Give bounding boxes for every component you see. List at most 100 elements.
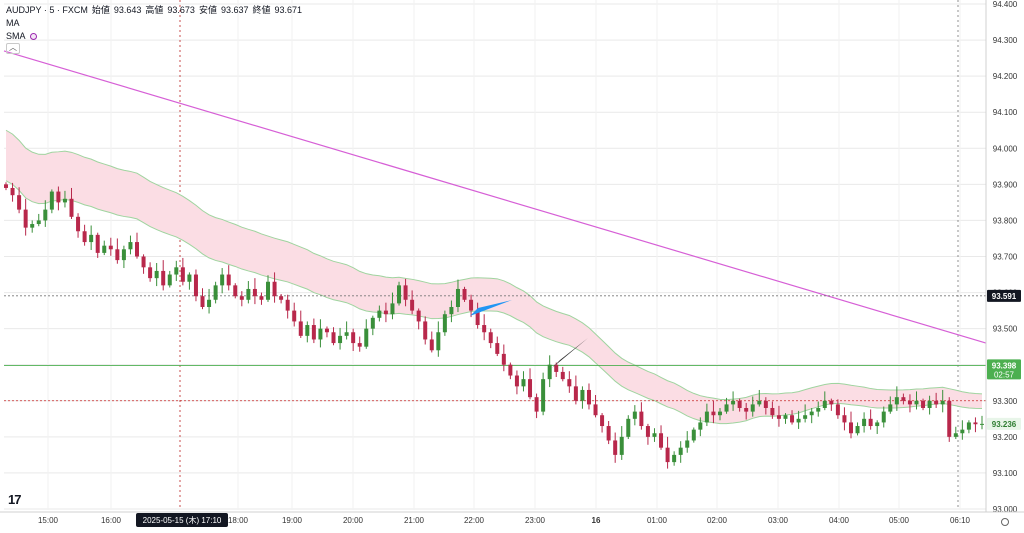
candle-body bbox=[23, 209, 28, 228]
indicator-ma-label[interactable]: MA bbox=[6, 18, 20, 28]
candle-body bbox=[691, 429, 696, 441]
indicator-sma-row[interactable]: SMA bbox=[6, 30, 302, 43]
candle-body bbox=[652, 433, 657, 437]
time-tick-label: 05:00 bbox=[889, 516, 910, 525]
candle-body bbox=[888, 404, 893, 412]
candle-body bbox=[193, 274, 198, 297]
candle-body bbox=[154, 270, 159, 279]
price-tick-label: 93.500 bbox=[993, 325, 1018, 334]
candle-body bbox=[626, 418, 631, 437]
close-value: 93.671 bbox=[274, 5, 303, 15]
price-badge-label: 93.591 bbox=[992, 292, 1017, 301]
candle-body bbox=[187, 274, 192, 282]
candle-body bbox=[49, 191, 54, 210]
candle-body bbox=[344, 332, 349, 336]
symbol-line[interactable]: AUDJPY · 5 · FXCM bbox=[6, 5, 88, 15]
candle-body bbox=[357, 343, 362, 347]
price-tick-label: 93.700 bbox=[993, 253, 1018, 262]
candle-body bbox=[508, 364, 513, 376]
chart-legend: AUDJPY · 5 · FXCM 始値 93.643 高値 93.673 安値 93… bbox=[6, 4, 302, 54]
tradingview-logo-icon[interactable]: 17 bbox=[8, 492, 22, 507]
candle-body bbox=[796, 418, 801, 423]
candle-body bbox=[128, 242, 133, 250]
symbol-ohlc-row: AUDJPY · 5 · FXCM 始値 93.643 高値 93.673 安値 93… bbox=[6, 4, 302, 17]
sma-color-icon[interactable] bbox=[29, 33, 37, 40]
high-label: 高値 bbox=[145, 5, 164, 15]
price-badge-label: 93.398 bbox=[992, 361, 1017, 370]
time-tick-label: 06:10 bbox=[950, 516, 971, 525]
candle-body bbox=[390, 303, 395, 315]
candle-body bbox=[619, 436, 624, 455]
candle-body bbox=[135, 242, 140, 257]
candle-body bbox=[423, 321, 428, 340]
candle-body bbox=[383, 310, 388, 315]
candle-body bbox=[410, 299, 415, 311]
candle-body bbox=[403, 285, 408, 300]
candle-body bbox=[600, 415, 605, 427]
candle-body bbox=[488, 332, 493, 344]
candle-body bbox=[30, 224, 35, 228]
candle-body bbox=[593, 404, 598, 416]
candle-body bbox=[927, 400, 932, 408]
price-axis[interactable]: 94.400 94.300 94.200 94.100 94.000 93.900 93.8… bbox=[985, 0, 1024, 533]
candle-body bbox=[167, 274, 172, 286]
candle-body bbox=[966, 422, 971, 430]
candle-body bbox=[534, 397, 539, 412]
candle-body bbox=[462, 288, 467, 300]
price-axis-bg bbox=[986, 0, 1024, 533]
candle-body bbox=[200, 296, 205, 307]
candle-body bbox=[744, 408, 749, 412]
candle-body bbox=[298, 321, 303, 336]
candle-body bbox=[776, 415, 781, 419]
settings-gear-icon bbox=[1001, 518, 1009, 526]
collapse-legend-chevron-icon[interactable]: ︿ bbox=[6, 43, 20, 54]
candle-body bbox=[95, 234, 100, 253]
time-axis[interactable]: 15:00 16:00 18:00 19:00 20:00 21:00 22:00 23:00… bbox=[0, 511, 1024, 527]
time-tick-label: 04:00 bbox=[829, 516, 850, 525]
price-tick-label: 94.300 bbox=[993, 36, 1018, 45]
candle-body bbox=[914, 400, 919, 405]
candle-body bbox=[377, 310, 382, 318]
time-tick-label: 16:00 bbox=[101, 516, 122, 525]
price-tick-label: 93.900 bbox=[993, 180, 1018, 189]
price-tick-label: 93.100 bbox=[993, 469, 1018, 478]
candle-body bbox=[862, 418, 867, 427]
candles bbox=[4, 182, 984, 469]
time-tick-label: 22:00 bbox=[464, 516, 485, 525]
price-tick-label: 93.200 bbox=[993, 433, 1018, 442]
candle-body bbox=[645, 426, 650, 437]
horizontal-levels bbox=[4, 295, 986, 402]
indicator-ma-row[interactable]: MA bbox=[6, 17, 302, 30]
candle-body bbox=[783, 415, 788, 419]
band-fill bbox=[6, 130, 982, 424]
candle-body bbox=[737, 400, 742, 408]
candle-body bbox=[947, 400, 952, 437]
candle-body bbox=[940, 400, 945, 405]
candle-body bbox=[108, 245, 113, 250]
candle-body bbox=[881, 411, 886, 423]
candle-body bbox=[442, 314, 447, 333]
candle-body bbox=[848, 422, 853, 434]
candle-body bbox=[541, 379, 546, 412]
candle-body bbox=[842, 415, 847, 423]
time-tick-label: 21:00 bbox=[404, 516, 425, 525]
candle-body bbox=[161, 270, 166, 286]
candle-body bbox=[790, 415, 795, 423]
price-tick-label: 94.200 bbox=[993, 72, 1018, 81]
candle-body bbox=[36, 220, 41, 225]
candle-body bbox=[934, 400, 939, 405]
dark-arrow-icon bbox=[552, 338, 588, 368]
candle-body bbox=[10, 187, 15, 196]
candle-body bbox=[685, 440, 690, 448]
candle-body bbox=[89, 234, 94, 243]
candle-body bbox=[279, 296, 284, 300]
open-value: 93.643 bbox=[113, 5, 142, 15]
indicator-sma-label[interactable]: SMA bbox=[6, 31, 26, 41]
price-badge bbox=[987, 359, 1021, 380]
candle-body bbox=[731, 400, 736, 405]
low-label: 安値 bbox=[198, 5, 217, 15]
candle-body bbox=[180, 267, 185, 282]
candle-body bbox=[429, 339, 434, 351]
candle-body bbox=[259, 296, 264, 300]
